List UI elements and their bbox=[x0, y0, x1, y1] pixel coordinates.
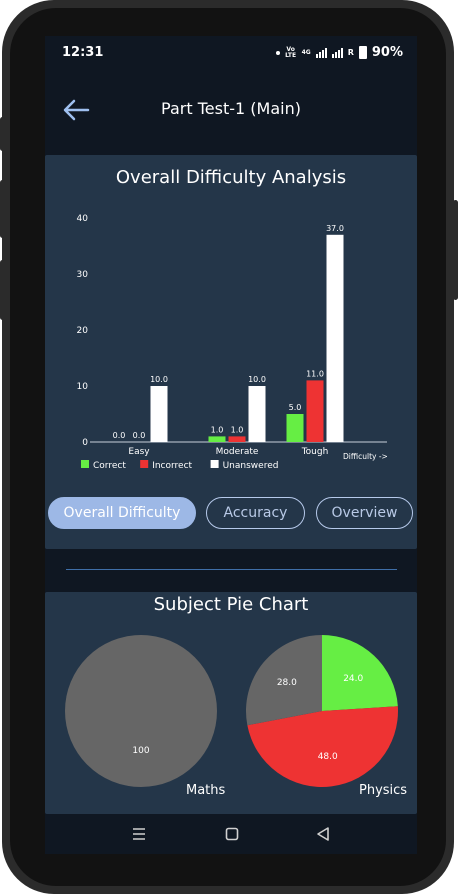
bar-value-label: 0.0 bbox=[133, 431, 146, 440]
tab-accuracy[interactable]: Accuracy bbox=[206, 497, 305, 529]
subject-pie-card: Subject Pie Chart 100 24.0 48.0 28.0 Maths … bbox=[45, 592, 417, 814]
y-tick-label: 20 bbox=[77, 326, 89, 336]
phone-power-button bbox=[453, 200, 458, 300]
difficulty-analysis-card: Overall Difficulty Analysis 0 10 20 30 40 0.0… bbox=[45, 155, 417, 549]
volte-indicator: Vo LTE bbox=[285, 45, 297, 59]
bar-unanswered-easy bbox=[150, 386, 168, 442]
roaming-indicator: R bbox=[347, 47, 354, 57]
y-tick-label: 10 bbox=[77, 382, 89, 392]
y-tick-label: 0 bbox=[82, 438, 88, 448]
legend-swatch-unanswered bbox=[210, 460, 219, 468]
pie-slice-physics bbox=[247, 706, 399, 787]
phone-side-button-mid bbox=[0, 180, 5, 238]
pie-slice-label: 24.0 bbox=[343, 674, 363, 684]
tab-overview[interactable]: Overview bbox=[316, 497, 413, 529]
pie-slice-physics bbox=[246, 635, 322, 726]
bar-value-label: 0.0 bbox=[113, 431, 126, 440]
difficulty-bar-chart: 0 10 20 30 40 0.0 0.0 10.0 Easy 1.0 1.0 10.0 Moderat… bbox=[77, 214, 388, 471]
pie-slice-label: 28.0 bbox=[277, 678, 297, 688]
legend-label-correct: Correct bbox=[93, 461, 126, 471]
x-tick-label-easy: Easy bbox=[128, 447, 150, 457]
x-tick-label-moderate: Moderate bbox=[216, 447, 259, 457]
bar-value-label: 11.0 bbox=[306, 369, 324, 378]
bar-value-label: 5.0 bbox=[289, 403, 302, 412]
notification-dot-icon bbox=[275, 50, 280, 55]
network-gen-indicator: 4G bbox=[301, 48, 311, 56]
subject-pie-charts: 100 24.0 48.0 28.0 bbox=[65, 635, 399, 787]
system-nav-bar bbox=[45, 814, 417, 854]
y-tick-label: 40 bbox=[77, 214, 89, 224]
pie-card-title: Subject Pie Chart bbox=[153, 594, 309, 615]
triangle-back-icon[interactable] bbox=[316, 826, 330, 842]
pie-slice-maths bbox=[65, 635, 217, 787]
status-time: 12:31 bbox=[62, 45, 104, 60]
status-bar: 12:31 Vo LTE 4G R 90% bbox=[45, 36, 417, 68]
status-icons: Vo LTE 4G R 90% bbox=[275, 45, 403, 60]
legend-swatch-correct bbox=[81, 460, 89, 468]
signal-bars-icon bbox=[315, 47, 327, 58]
x-axis-label: Difficulty -> bbox=[343, 452, 388, 461]
app-bar: Part Test-1 (Main) bbox=[45, 68, 417, 152]
bar-incorrect-moderate bbox=[228, 436, 246, 442]
home-icon[interactable] bbox=[225, 827, 239, 841]
legend-label-unanswered: Unanswered bbox=[223, 461, 279, 471]
battery-percent: 90% bbox=[371, 45, 403, 60]
bar-unanswered-tough bbox=[326, 234, 344, 442]
pie-label-physics: Physics bbox=[359, 783, 408, 798]
phone-side-button-low bbox=[0, 260, 5, 320]
bar-value-label: 1.0 bbox=[211, 425, 224, 434]
phone-side-button-top bbox=[0, 117, 5, 151]
bar-value-label: 10.0 bbox=[150, 375, 168, 384]
bar-unanswered-moderate bbox=[248, 386, 266, 442]
app-screen: 12:31 Vo LTE 4G R 90% Part Test-1 (Main)… bbox=[45, 36, 417, 854]
tab-bar: Overall Difficulty Accuracy Overview bbox=[45, 497, 417, 533]
legend-label-incorrect: Incorrect bbox=[152, 461, 192, 471]
pie-slice-physics bbox=[322, 635, 398, 711]
legend-swatch-incorrect bbox=[140, 460, 149, 468]
difficulty-card-title: Overall Difficulty Analysis bbox=[115, 167, 347, 188]
page-title: Part Test-1 (Main) bbox=[161, 99, 301, 118]
arrow-left-icon[interactable] bbox=[61, 97, 91, 123]
section-divider bbox=[66, 569, 397, 570]
bar-value-label: 1.0 bbox=[231, 425, 244, 434]
tab-overall-difficulty[interactable]: Overall Difficulty bbox=[48, 497, 196, 529]
signal-bars-2-icon bbox=[331, 47, 343, 58]
pie-slice-label: 100 bbox=[132, 746, 149, 756]
battery-icon bbox=[358, 46, 367, 59]
pie-label-maths: Maths bbox=[186, 783, 226, 798]
pie-slice-label: 48.0 bbox=[318, 752, 338, 762]
bar-correct-moderate bbox=[208, 436, 226, 442]
bar-incorrect-tough bbox=[306, 380, 324, 442]
bar-value-label: 37.0 bbox=[326, 224, 344, 233]
x-tick-label-tough: Tough bbox=[301, 447, 329, 457]
bar-correct-tough bbox=[286, 414, 304, 442]
recents-icon[interactable] bbox=[132, 827, 146, 841]
bar-value-label: 10.0 bbox=[248, 375, 266, 384]
y-tick-label: 30 bbox=[77, 270, 89, 280]
